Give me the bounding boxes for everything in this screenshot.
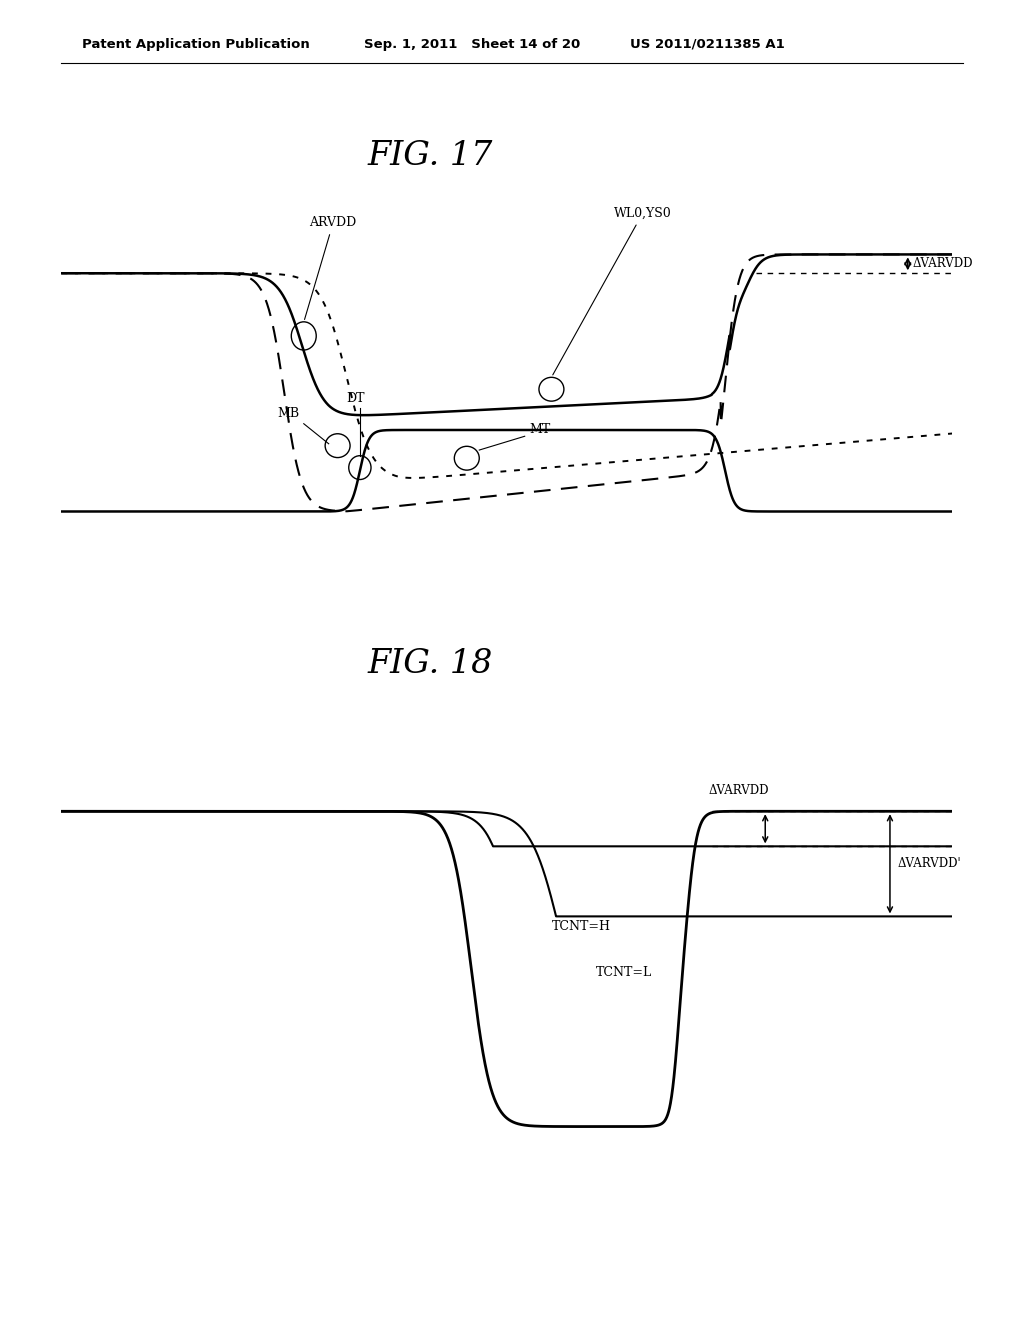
Text: Patent Application Publication: Patent Application Publication: [82, 37, 309, 50]
Text: TCNT=H: TCNT=H: [551, 920, 610, 933]
Text: ΔVARVDD: ΔVARVDD: [912, 257, 973, 271]
Text: TCNT=L: TCNT=L: [596, 966, 652, 979]
Text: MB: MB: [278, 408, 300, 421]
Text: DT: DT: [346, 392, 365, 405]
Text: FIG. 18: FIG. 18: [368, 648, 493, 680]
Text: MT: MT: [529, 424, 551, 436]
Text: Sep. 1, 2011   Sheet 14 of 20: Sep. 1, 2011 Sheet 14 of 20: [364, 37, 580, 50]
Text: ΔVARVDD: ΔVARVDD: [709, 784, 769, 797]
Text: ARVDD: ARVDD: [304, 216, 356, 319]
Text: ΔVARVDD': ΔVARVDD': [897, 857, 961, 870]
Text: US 2011/0211385 A1: US 2011/0211385 A1: [630, 37, 784, 50]
Text: WL0,YS0: WL0,YS0: [553, 207, 672, 375]
Text: FIG. 17: FIG. 17: [368, 140, 493, 172]
